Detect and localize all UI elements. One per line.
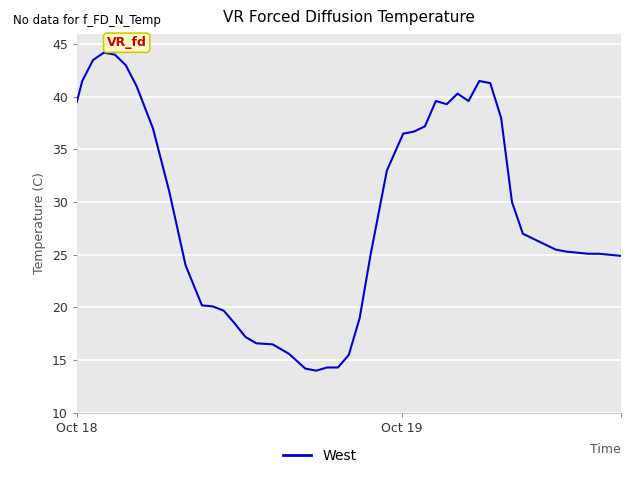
Y-axis label: Temperature (C): Temperature (C) xyxy=(33,172,46,274)
Text: No data for f_FD_N_Temp: No data for f_FD_N_Temp xyxy=(13,14,161,27)
Text: Time: Time xyxy=(590,443,621,456)
Legend: West: West xyxy=(278,443,362,468)
Title: VR Forced Diffusion Temperature: VR Forced Diffusion Temperature xyxy=(223,11,475,25)
Text: VR_fd: VR_fd xyxy=(107,36,147,49)
